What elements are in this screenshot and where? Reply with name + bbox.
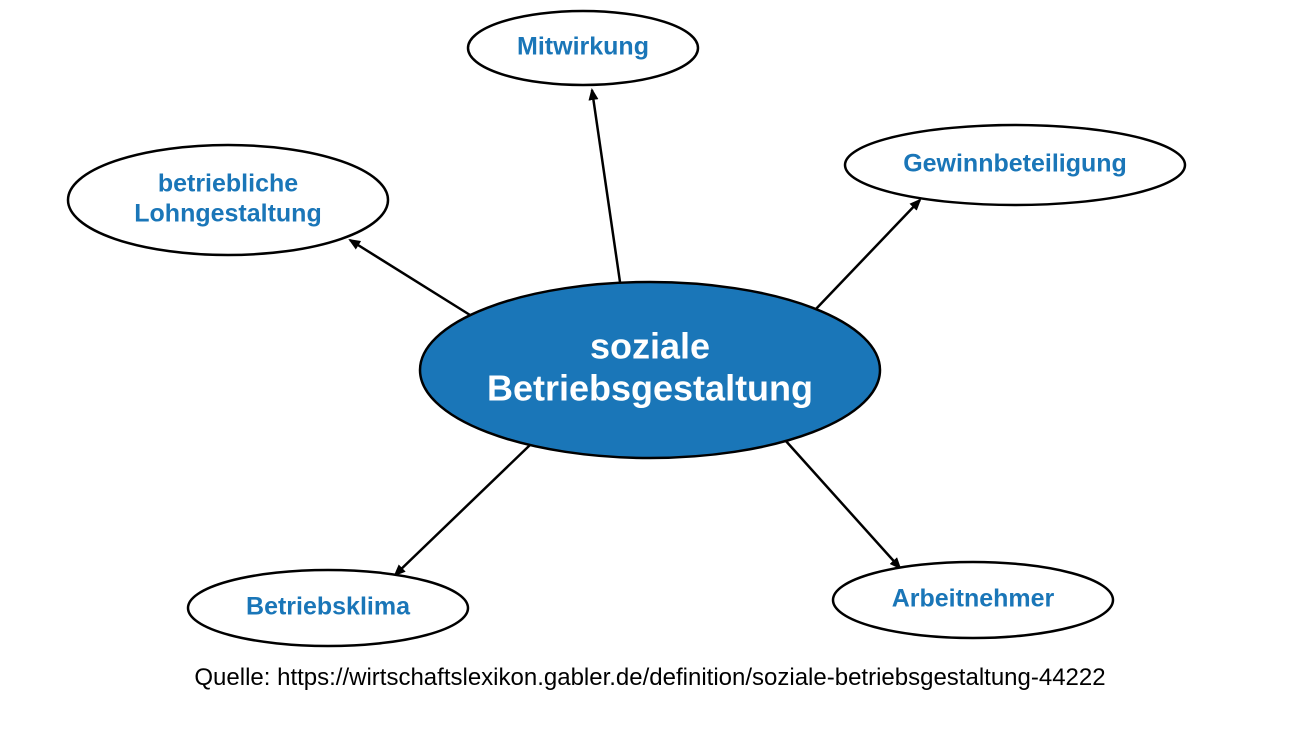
- edge-gewinnbeteiligung: [815, 200, 920, 310]
- nodes: sozialeBetriebsgestaltung Mitwirkung Gewin…: [68, 11, 1185, 646]
- node-label: Betriebsklima: [246, 593, 411, 621]
- edge-arbeitnehmer: [785, 440, 900, 568]
- edge-lohngestaltung: [350, 240, 470, 315]
- node-label: betriebliche: [158, 170, 298, 198]
- node-betriebsklima: Betriebsklima: [188, 570, 468, 646]
- node-label: Betriebsgestaltung: [487, 368, 813, 409]
- node-lohngestaltung: betrieblicheLohngestaltung: [68, 145, 388, 255]
- node-center: sozialeBetriebsgestaltung: [420, 282, 880, 458]
- mindmap-diagram: sozialeBetriebsgestaltung Mitwirkung Gewin…: [0, 0, 1300, 733]
- edge-betriebsklima: [395, 445, 530, 575]
- node-label: Mitwirkung: [517, 33, 649, 61]
- node-label: Lohngestaltung: [134, 200, 321, 228]
- node-label: soziale: [590, 326, 710, 367]
- node-arbeitnehmer: Arbeitnehmer: [833, 562, 1113, 638]
- node-label: Arbeitnehmer: [892, 585, 1055, 613]
- node-gewinnbeteiligung: Gewinnbeteiligung: [845, 125, 1185, 205]
- node-mitwirkung: Mitwirkung: [468, 11, 698, 85]
- node-label: Gewinnbeteiligung: [903, 150, 1127, 178]
- source-citation: Quelle: https://wirtschaftslexikon.gable…: [194, 664, 1105, 691]
- edge-mitwirkung: [592, 90, 620, 282]
